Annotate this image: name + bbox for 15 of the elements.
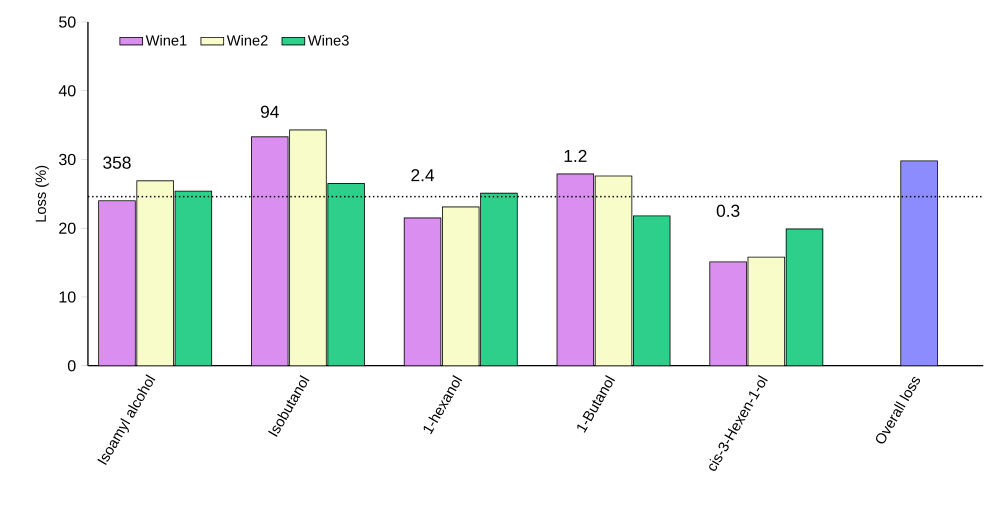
annotation: 1.2 [564,150,586,162]
y-tick-label: 0 [68,360,76,372]
y-axis-title: Loss (%) [35,166,49,222]
annotation: 94 [260,106,279,118]
y-tick-label: 40 [58,85,76,97]
legend-label: Wine3 [308,35,349,46]
legend-label: Wine2 [226,35,268,46]
y-tick-label: 10 [60,292,76,303]
legend-label: Wine1 [146,35,186,46]
annotation: 2.4 [411,169,434,182]
y-tick-label: 20 [59,222,76,234]
y-tick-label: 30 [58,154,76,166]
annotation: 0.3 [716,204,740,218]
y-tick-label: 50 [59,16,76,28]
annotation: 358 [103,156,131,169]
